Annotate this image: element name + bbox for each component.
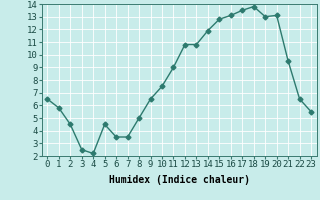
X-axis label: Humidex (Indice chaleur): Humidex (Indice chaleur) xyxy=(109,175,250,185)
